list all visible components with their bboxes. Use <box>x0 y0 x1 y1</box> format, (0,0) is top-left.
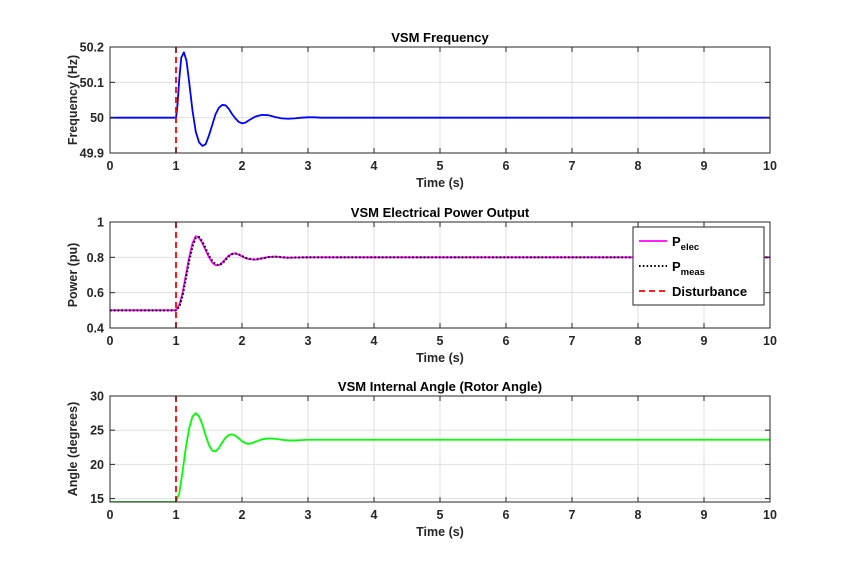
legend-label-3: Disturbance <box>672 284 747 299</box>
y-tick-label: 20 <box>90 458 104 472</box>
x-tick-label: 6 <box>503 159 510 173</box>
y-axis-label: Angle (degrees) <box>66 402 80 496</box>
x-tick-label: 7 <box>569 334 576 348</box>
x-tick-label: 10 <box>763 334 777 348</box>
x-tick-label: 4 <box>371 159 378 173</box>
x-tick-label: 6 <box>503 334 510 348</box>
series-line-1 <box>110 412 770 502</box>
x-tick-label: 8 <box>635 159 642 173</box>
x-tick-label: 1 <box>173 334 180 348</box>
chart-panel-1: 0 1 2 3 4 5 6 7 8 9 10 49.9 50 50.1 50.2 VSM Frequency T… <box>66 30 777 190</box>
x-tick-label: 9 <box>701 334 708 348</box>
chart-panel-3: 0 1 2 3 4 5 6 7 8 9 10 15 20 25 30 VSM Internal Angle (… <box>66 379 777 539</box>
x-tick-label: 10 <box>763 508 777 522</box>
x-tick-label: 7 <box>569 508 576 522</box>
x-tick-label: 0 <box>107 508 114 522</box>
x-tick-label: 3 <box>305 508 312 522</box>
x-tick-label: 5 <box>437 159 444 173</box>
x-tick-label: 8 <box>635 334 642 348</box>
x-tick-label: 0 <box>107 334 114 348</box>
x-tick-label: 9 <box>701 508 708 522</box>
x-tick-label: 1 <box>173 159 180 173</box>
legend-label-2: Pmeas <box>672 259 705 278</box>
y-axis-label: Frequency (Hz) <box>66 55 80 145</box>
y-axis-label: Power (pu) <box>66 243 80 308</box>
series-line-1 <box>110 51 770 147</box>
y-tick-label: 25 <box>90 424 104 438</box>
chart-title: VSM Frequency <box>391 30 489 45</box>
x-tick-label: 7 <box>569 159 576 173</box>
legend-label-1: Pelec <box>672 234 699 253</box>
chart-title: VSM Electrical Power Output <box>351 205 530 220</box>
x-tick-label: 4 <box>371 334 378 348</box>
y-tick-label: 0.6 <box>87 286 104 300</box>
x-axis-label: Time (s) <box>416 351 464 365</box>
y-tick-label: 0.8 <box>87 251 104 265</box>
legend: Pelec Pmeas Disturbance <box>632 226 765 306</box>
x-tick-label: 2 <box>239 508 246 522</box>
x-tick-label: 9 <box>701 159 708 173</box>
x-tick-label: 10 <box>763 159 777 173</box>
y-tick-label: 15 <box>90 492 104 506</box>
x-tick-label: 6 <box>503 508 510 522</box>
x-tick-label: 3 <box>305 159 312 173</box>
x-tick-label: 3 <box>305 334 312 348</box>
y-tick-label: 50 <box>90 111 104 125</box>
x-tick-label: 0 <box>107 159 114 173</box>
y-tick-label: 1 <box>97 216 104 230</box>
chart-title: VSM Internal Angle (Rotor Angle) <box>338 379 542 394</box>
y-tick-label: 49.9 <box>80 147 104 161</box>
x-tick-label: 2 <box>239 159 246 173</box>
x-axis-label: Time (s) <box>416 525 464 539</box>
y-tick-label: 50.1 <box>80 76 104 90</box>
x-tick-label: 2 <box>239 334 246 348</box>
chart-panel-2: 0 1 2 3 4 5 6 7 8 9 10 0.4 0.6 0.8 1 VSM Electrical Pow… <box>66 205 777 365</box>
y-tick-label: 30 <box>90 390 104 404</box>
y-tick-label: 0.4 <box>87 322 104 336</box>
x-tick-label: 5 <box>437 508 444 522</box>
x-tick-label: 8 <box>635 508 642 522</box>
x-tick-label: 1 <box>173 508 180 522</box>
y-tick-label: 50.2 <box>80 41 104 55</box>
x-axis-label: Time (s) <box>416 176 464 190</box>
x-tick-label: 5 <box>437 334 444 348</box>
series-line-pelec <box>110 235 770 312</box>
x-tick-label: 4 <box>371 508 378 522</box>
